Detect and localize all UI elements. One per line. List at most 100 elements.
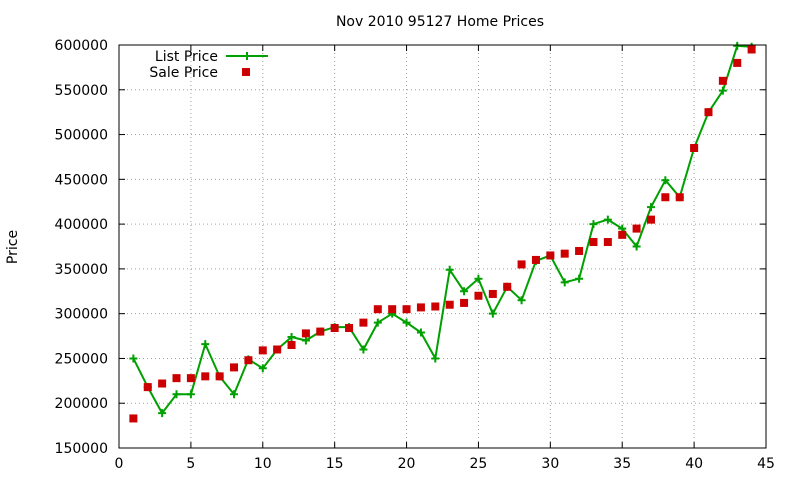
sale-price-point bbox=[201, 372, 210, 381]
list-price-point bbox=[718, 86, 727, 95]
list-price-point bbox=[129, 354, 138, 363]
list-price-point bbox=[488, 309, 497, 318]
list-price-point bbox=[230, 390, 239, 399]
sale-price-point bbox=[402, 305, 411, 314]
sale-price-point bbox=[244, 356, 253, 365]
sale-price-point bbox=[301, 329, 310, 338]
sale-price-point bbox=[359, 318, 368, 327]
sale-price-point bbox=[675, 193, 684, 202]
list-price-point bbox=[416, 328, 425, 337]
sale-price-point bbox=[718, 76, 727, 85]
sale-price-point bbox=[704, 108, 713, 117]
list-price-point bbox=[431, 354, 440, 363]
sale-price-point bbox=[215, 372, 224, 381]
legend-label-sale-price: Sale Price bbox=[149, 65, 218, 81]
y-axis-ticks: 150000 200000 250000 300000 350000 400000 4500… bbox=[55, 38, 766, 457]
list-price-point bbox=[646, 203, 655, 212]
list-price-point bbox=[373, 318, 382, 327]
list-price-point bbox=[158, 409, 167, 418]
list-price-point bbox=[258, 364, 267, 373]
sale-price-point bbox=[416, 303, 425, 312]
x-tick-label: 30 bbox=[541, 456, 559, 472]
y-tick-label: 550000 bbox=[55, 83, 108, 99]
sale-price-point bbox=[646, 215, 655, 224]
x-tick-label: 20 bbox=[398, 456, 416, 472]
chart-title: Nov 2010 95127 Home Prices bbox=[336, 14, 544, 30]
sale-price-point bbox=[517, 260, 526, 269]
list-price-point bbox=[517, 296, 526, 305]
y-tick-label: 150000 bbox=[55, 441, 108, 457]
list-price-point bbox=[661, 176, 670, 185]
sale-price-point bbox=[474, 291, 483, 300]
x-tick-label: 45 bbox=[757, 456, 775, 472]
plot-frame bbox=[118, 44, 767, 449]
sale-price-point bbox=[431, 302, 440, 311]
x-axis-ticks: 0 5 10 15 20 25 30 35 40 45 bbox=[115, 45, 775, 472]
sale-price-point bbox=[158, 379, 167, 388]
sale-price-point bbox=[186, 374, 195, 383]
x-tick-label: 40 bbox=[685, 456, 703, 472]
legend-marker-sale-price bbox=[242, 68, 250, 76]
sale-price-point bbox=[230, 363, 239, 372]
y-tick-label: 450000 bbox=[55, 172, 108, 188]
list-price-point bbox=[445, 265, 454, 274]
list-price-point bbox=[560, 278, 569, 287]
sale-price-point bbox=[129, 414, 138, 423]
legend: List Price Sale Price bbox=[149, 49, 268, 81]
grid-lines bbox=[119, 45, 766, 448]
x-tick-label: 5 bbox=[186, 456, 195, 472]
sale-price-point bbox=[316, 327, 325, 336]
sale-price-point bbox=[172, 374, 181, 383]
sale-price-point bbox=[603, 238, 612, 247]
sale-price-point bbox=[575, 246, 584, 255]
list-price-point bbox=[359, 345, 368, 354]
sale-price-point bbox=[560, 249, 569, 258]
sale-price-point bbox=[258, 346, 267, 355]
list-price-point bbox=[172, 390, 181, 399]
list-price-point bbox=[632, 242, 641, 251]
list-price-point bbox=[460, 287, 469, 296]
sale-price-point bbox=[345, 323, 354, 332]
list-price-point bbox=[402, 318, 411, 327]
sale-price-point bbox=[503, 282, 512, 291]
x-tick-label: 35 bbox=[613, 456, 631, 472]
list-price-point bbox=[474, 274, 483, 283]
list-price-point bbox=[201, 340, 210, 349]
legend-marker-list-price bbox=[243, 52, 251, 60]
x-tick-label: 0 bbox=[115, 456, 124, 472]
sale-price-point bbox=[373, 305, 382, 314]
x-tick-label: 10 bbox=[254, 456, 272, 472]
sale-price-point bbox=[546, 251, 555, 260]
y-tick-label: 250000 bbox=[55, 351, 108, 367]
sale-price-point bbox=[733, 58, 742, 67]
sale-price-point bbox=[531, 255, 540, 264]
sale-price-point bbox=[445, 300, 454, 309]
sale-price-point bbox=[388, 305, 397, 314]
sale-price-point bbox=[747, 45, 756, 54]
list-price-point bbox=[575, 274, 584, 283]
sale-price-point bbox=[661, 193, 670, 202]
sale-price-point bbox=[488, 289, 497, 298]
y-tick-label: 200000 bbox=[55, 396, 108, 412]
sale-price-point bbox=[460, 298, 469, 307]
y-axis-label: Price bbox=[5, 230, 21, 264]
y-tick-label: 350000 bbox=[55, 262, 108, 278]
y-tick-label: 400000 bbox=[55, 217, 108, 233]
list-price-point bbox=[603, 215, 612, 224]
series-list-price bbox=[129, 41, 756, 418]
x-tick-label: 15 bbox=[326, 456, 344, 472]
list-price-point bbox=[733, 41, 742, 50]
y-tick-label: 500000 bbox=[55, 128, 108, 144]
list-price-point bbox=[301, 336, 310, 345]
list-price-point bbox=[287, 332, 296, 341]
sale-price-point bbox=[632, 224, 641, 233]
legend-label-list-price: List Price bbox=[155, 49, 218, 65]
y-tick-label: 600000 bbox=[55, 38, 108, 54]
y-tick-label: 300000 bbox=[55, 307, 108, 323]
sale-price-point bbox=[143, 383, 152, 392]
series-sale-price bbox=[129, 45, 756, 423]
list-price-line bbox=[132, 44, 752, 415]
sale-price-point bbox=[330, 323, 339, 332]
sale-price-point bbox=[690, 143, 699, 152]
